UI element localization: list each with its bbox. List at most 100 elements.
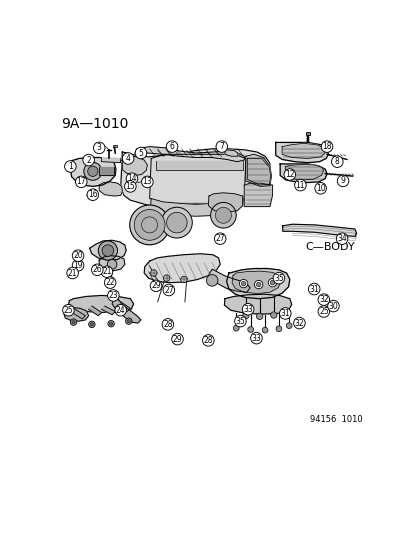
- Circle shape: [135, 147, 146, 159]
- Circle shape: [90, 323, 93, 326]
- Polygon shape: [70, 158, 116, 187]
- Text: 29: 29: [172, 335, 182, 344]
- Circle shape: [126, 173, 138, 184]
- Text: 27: 27: [215, 234, 224, 243]
- Circle shape: [279, 308, 290, 319]
- Text: C—BODY: C—BODY: [304, 243, 354, 252]
- Circle shape: [331, 156, 342, 167]
- Circle shape: [317, 294, 329, 305]
- Circle shape: [66, 267, 78, 279]
- Text: 29: 29: [151, 281, 160, 290]
- Circle shape: [275, 326, 281, 332]
- Circle shape: [75, 176, 87, 188]
- Text: 31: 31: [280, 309, 290, 318]
- Circle shape: [150, 280, 161, 292]
- Circle shape: [72, 320, 75, 324]
- Circle shape: [163, 284, 174, 296]
- Bar: [305, 132, 309, 135]
- Circle shape: [93, 142, 105, 154]
- Text: 16: 16: [88, 190, 97, 199]
- Circle shape: [166, 141, 178, 152]
- Text: 21: 21: [102, 267, 112, 276]
- Text: 3: 3: [97, 143, 102, 152]
- Polygon shape: [224, 294, 291, 314]
- Polygon shape: [247, 158, 270, 185]
- Circle shape: [125, 318, 132, 325]
- Text: 25: 25: [318, 307, 328, 316]
- Circle shape: [107, 260, 116, 269]
- Polygon shape: [208, 269, 249, 292]
- Text: 22: 22: [105, 278, 115, 287]
- Circle shape: [317, 306, 329, 317]
- Circle shape: [70, 319, 76, 325]
- Circle shape: [83, 154, 94, 166]
- Text: 35: 35: [273, 273, 283, 282]
- Circle shape: [166, 212, 187, 233]
- Circle shape: [250, 333, 261, 344]
- Circle shape: [107, 290, 119, 301]
- Text: 14: 14: [127, 174, 136, 183]
- Text: 10: 10: [315, 184, 325, 193]
- Circle shape: [88, 166, 98, 176]
- Text: 15: 15: [125, 182, 135, 191]
- Polygon shape: [89, 240, 126, 260]
- Text: 18: 18: [321, 142, 331, 151]
- Circle shape: [141, 176, 153, 188]
- Polygon shape: [150, 199, 243, 216]
- Circle shape: [129, 205, 169, 245]
- Circle shape: [108, 320, 114, 327]
- Text: 27: 27: [164, 286, 173, 295]
- Circle shape: [294, 179, 306, 191]
- Circle shape: [320, 141, 332, 152]
- Circle shape: [283, 169, 295, 180]
- Polygon shape: [280, 164, 326, 182]
- Text: 24: 24: [116, 306, 125, 314]
- Polygon shape: [275, 142, 328, 163]
- Text: 23: 23: [108, 291, 118, 300]
- Circle shape: [83, 163, 102, 180]
- Text: 20: 20: [73, 251, 83, 260]
- Circle shape: [216, 141, 227, 152]
- Text: 11: 11: [295, 181, 304, 190]
- Text: 31: 31: [309, 285, 318, 294]
- Circle shape: [202, 335, 214, 346]
- Circle shape: [233, 325, 239, 331]
- Circle shape: [241, 281, 245, 286]
- Polygon shape: [245, 154, 271, 187]
- Circle shape: [134, 209, 165, 240]
- Circle shape: [234, 316, 246, 327]
- Text: 12: 12: [285, 170, 294, 179]
- Polygon shape: [64, 305, 88, 321]
- Circle shape: [64, 161, 76, 172]
- Text: 9A—1010: 9A—1010: [61, 117, 128, 131]
- Polygon shape: [285, 165, 323, 180]
- Circle shape: [102, 245, 114, 256]
- Text: 34: 34: [337, 234, 346, 243]
- Circle shape: [87, 189, 98, 200]
- Polygon shape: [112, 298, 140, 323]
- Circle shape: [171, 333, 183, 345]
- Text: 9: 9: [340, 176, 345, 185]
- Polygon shape: [99, 256, 125, 271]
- Circle shape: [254, 280, 262, 289]
- Circle shape: [270, 280, 274, 285]
- Polygon shape: [101, 306, 115, 314]
- Text: 30: 30: [328, 302, 337, 311]
- Circle shape: [88, 321, 95, 328]
- Circle shape: [115, 304, 126, 316]
- Text: 33: 33: [251, 334, 261, 343]
- Circle shape: [98, 241, 117, 260]
- Polygon shape: [99, 167, 114, 174]
- Circle shape: [161, 207, 192, 238]
- Polygon shape: [135, 147, 244, 161]
- Text: 35: 35: [235, 317, 244, 326]
- Text: 32: 32: [294, 319, 304, 328]
- Polygon shape: [232, 271, 280, 294]
- Circle shape: [62, 304, 74, 316]
- Circle shape: [286, 323, 291, 328]
- Text: 2: 2: [86, 156, 91, 165]
- Circle shape: [180, 276, 187, 282]
- Circle shape: [256, 282, 260, 287]
- Circle shape: [109, 322, 112, 325]
- Circle shape: [335, 233, 347, 245]
